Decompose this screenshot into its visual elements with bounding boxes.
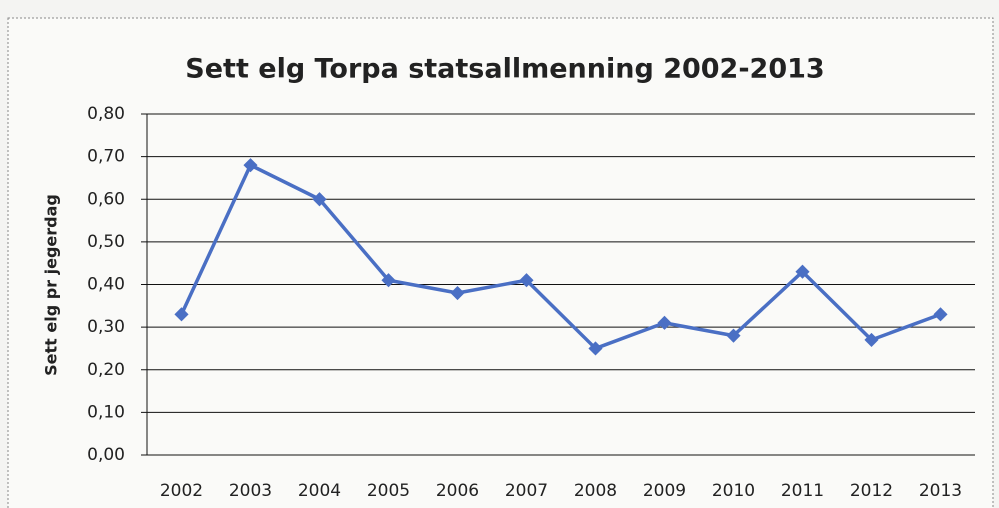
data-point <box>450 285 465 301</box>
chart-title: Sett elg Torpa statsallmenning 2002-2013 <box>185 54 824 85</box>
y-tick-label: 0,10 <box>87 402 125 422</box>
data-point <box>243 158 258 173</box>
x-tick-label: 2010 <box>712 481 755 501</box>
x-tick-label: 2003 <box>229 481 272 501</box>
x-tick-label: 2009 <box>643 481 686 501</box>
y-tick-label: 0,60 <box>87 189 125 209</box>
x-tick-label: 2002 <box>160 481 203 501</box>
x-tick-label: 2004 <box>298 481 341 501</box>
data-point <box>726 328 741 343</box>
data-point <box>864 332 879 347</box>
data-point <box>519 273 534 288</box>
x-tick-label: 2007 <box>505 481 548 501</box>
x-tick-label: 2008 <box>574 481 617 501</box>
y-axis-label: Sett elg pr jegerdag <box>42 194 61 376</box>
chart-frame <box>7 17 994 508</box>
x-tick-label: 2013 <box>919 481 962 501</box>
y-tick-label: 0,30 <box>87 317 125 337</box>
y-tick-label: 0,80 <box>87 104 125 124</box>
data-point <box>588 341 603 356</box>
x-tick-label: 2006 <box>436 481 479 501</box>
data-point <box>933 307 948 322</box>
y-tick-label: 0,50 <box>87 232 125 252</box>
data-point <box>795 264 810 279</box>
data-point <box>312 192 327 207</box>
data-line <box>179 163 942 351</box>
x-tick-label: 2011 <box>781 481 824 501</box>
data-point <box>174 307 189 322</box>
x-tick-label: 2012 <box>850 481 893 501</box>
data-point <box>381 273 396 288</box>
y-tick-label: 0,00 <box>87 445 125 465</box>
y-tick-label: 0,40 <box>87 275 125 295</box>
data-point <box>657 315 672 330</box>
y-tick-label: 0,70 <box>87 147 125 167</box>
x-tick-label: 2005 <box>367 481 410 501</box>
y-tick-label: 0,20 <box>87 360 125 380</box>
